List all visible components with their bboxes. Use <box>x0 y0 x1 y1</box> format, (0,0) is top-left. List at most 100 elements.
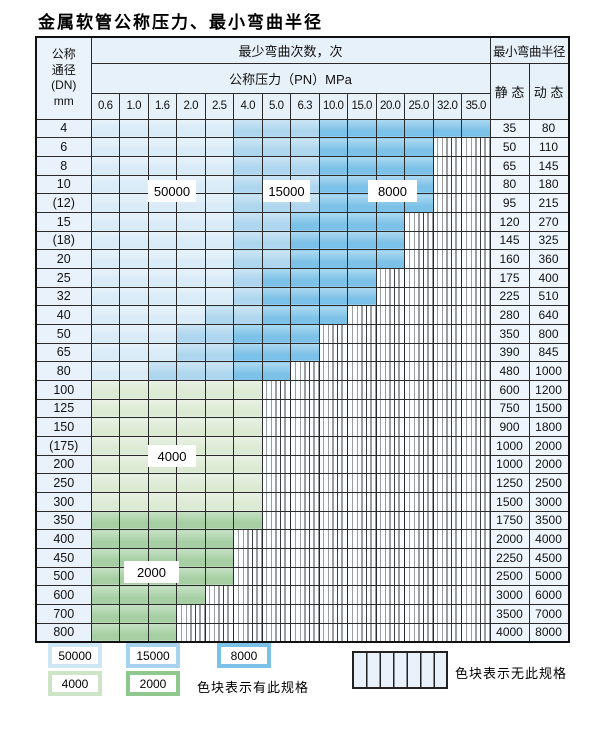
static-radius-value: 2500 <box>489 566 530 587</box>
grid-cell-spec-50000 <box>90 118 120 139</box>
grid-cell-no-spec <box>318 398 348 419</box>
grid-cell-spec-8000 <box>318 286 348 307</box>
grid-cell-no-spec <box>461 398 491 419</box>
dynamic-radius-value: 2000 <box>528 454 570 475</box>
pressure-value-header: 5.0 <box>261 92 291 120</box>
grid-cell-no-spec <box>461 435 491 456</box>
row-dn-label: 800 <box>35 622 92 643</box>
grid-cell-no-spec <box>375 361 405 381</box>
static-radius-value: 225 <box>489 286 530 307</box>
grid-cell-spec-4000 <box>176 473 206 493</box>
grid-cell-spec-50000 <box>204 155 234 176</box>
row-dn-label: 150 <box>35 417 92 437</box>
grid-cell-no-spec <box>432 529 462 549</box>
grid-cell-spec-4000 <box>204 473 234 493</box>
grid-cell-spec-50000 <box>119 342 149 363</box>
grid-cell-spec-8000 <box>347 211 377 232</box>
row-dn-label: 4 <box>35 118 92 139</box>
grid-cell-no-spec <box>318 622 348 643</box>
grid-cell-no-spec <box>347 603 377 624</box>
grid-cell-no-spec <box>404 305 434 325</box>
table-row: 700 3500 7000 <box>35 603 570 624</box>
static-radius-value: 3500 <box>489 603 530 624</box>
grid-cell-spec-50000 <box>90 155 120 176</box>
dynamic-radius-value: 8000 <box>528 622 570 643</box>
grid-cell-no-spec <box>290 585 320 605</box>
grid-cell-spec-4000 <box>204 491 234 512</box>
grid-cell-spec-2000 <box>147 622 177 643</box>
grid-cell-no-spec <box>290 379 320 400</box>
static-radius-value: 280 <box>489 305 530 325</box>
row-dn-label: 15 <box>35 211 92 232</box>
grid-cell-spec-15000 <box>176 342 206 363</box>
dynamic-radius-value: 400 <box>528 267 570 288</box>
grid-cell-spec-50000 <box>90 230 120 251</box>
dynamic-radius-value: 110 <box>528 137 570 157</box>
grid-cell-spec-50000 <box>204 137 234 157</box>
grid-cell-no-spec <box>347 473 377 493</box>
grid-cell-no-spec <box>432 361 462 381</box>
row-dn-label: 8 <box>35 155 92 176</box>
grid-cell-no-spec <box>404 361 434 381</box>
grid-cell-no-spec <box>461 249 491 269</box>
grid-cell-no-spec <box>432 249 462 269</box>
static-radius-value: 750 <box>489 398 530 419</box>
grid-cell-spec-50000 <box>119 211 149 232</box>
grid-cell-spec-4000 <box>176 398 206 419</box>
table-row: 450 2250 4500 <box>35 547 570 568</box>
grid-cell-no-spec <box>432 379 462 400</box>
grid-cell-no-spec <box>404 510 434 531</box>
table-row: 350 1750 3500 <box>35 510 570 531</box>
grid-cell-spec-4000 <box>204 435 234 456</box>
grid-cell-spec-4000 <box>147 398 177 419</box>
grid-cell-no-spec <box>404 417 434 437</box>
static-radius-value: 35 <box>489 118 530 139</box>
grid-cell-spec-8000 <box>375 155 405 176</box>
grid-cell-spec-2000 <box>204 510 234 531</box>
grid-cell-spec-50000 <box>176 137 206 157</box>
row-dn-label: 100 <box>35 379 92 400</box>
grid-cell-spec-50000 <box>147 118 177 139</box>
pressure-value-header: 1.0 <box>119 92 149 120</box>
static-radius-value: 350 <box>489 323 530 344</box>
grid-cell-spec-4000 <box>119 398 149 419</box>
grid-cell-spec-50000 <box>147 267 177 288</box>
grid-cell-spec-4000 <box>119 379 149 400</box>
grid-cell-spec-50000 <box>204 118 234 139</box>
grid-cell-no-spec <box>461 417 491 437</box>
grid-cell-no-spec <box>432 267 462 288</box>
table-row: 600 3000 6000 <box>35 585 570 605</box>
row-dn-label: 25 <box>35 267 92 288</box>
grid-cell-no-spec <box>233 529 263 549</box>
grid-cell-no-spec <box>347 529 377 549</box>
row-dn-label: 250 <box>35 473 92 493</box>
row-dn-label: 400 <box>35 529 92 549</box>
grid-cell-spec-4000 <box>147 417 177 437</box>
grid-cell-spec-15000 <box>233 211 263 232</box>
grid-cell-spec-8000 <box>318 249 348 269</box>
row-dn-label: 65 <box>35 342 92 363</box>
grid-cell-no-spec <box>318 585 348 605</box>
pressure-value-header: 0.6 <box>90 92 120 120</box>
grid-cell-spec-2000 <box>90 585 120 605</box>
grid-cell-spec-4000 <box>233 398 263 419</box>
grid-cell-no-spec <box>204 603 234 624</box>
pressure-value-header: 6.3 <box>290 92 320 120</box>
row-dn-label: (12) <box>35 193 92 213</box>
grid-cell-no-spec <box>290 622 320 643</box>
grid-cell-spec-4000 <box>233 491 263 512</box>
no-spec-hatch-swatch <box>352 651 448 689</box>
grid-cell-spec-15000 <box>261 137 291 157</box>
static-radius-value: 390 <box>489 342 530 363</box>
row-dn-label: 32 <box>35 286 92 307</box>
grid-cell-spec-2000 <box>90 603 120 624</box>
grid-cell-spec-2000 <box>204 529 234 549</box>
grid-cell-no-spec <box>290 361 320 381</box>
grid-cell-spec-50000 <box>119 230 149 251</box>
row-dn-label: 300 <box>35 491 92 512</box>
grid-cell-no-spec <box>318 603 348 624</box>
pressure-value-header: 20.0 <box>375 92 405 120</box>
dynamic-radius-value: 510 <box>528 286 570 307</box>
grid-cell-spec-2000 <box>176 566 206 587</box>
grid-cell-no-spec <box>290 417 320 437</box>
